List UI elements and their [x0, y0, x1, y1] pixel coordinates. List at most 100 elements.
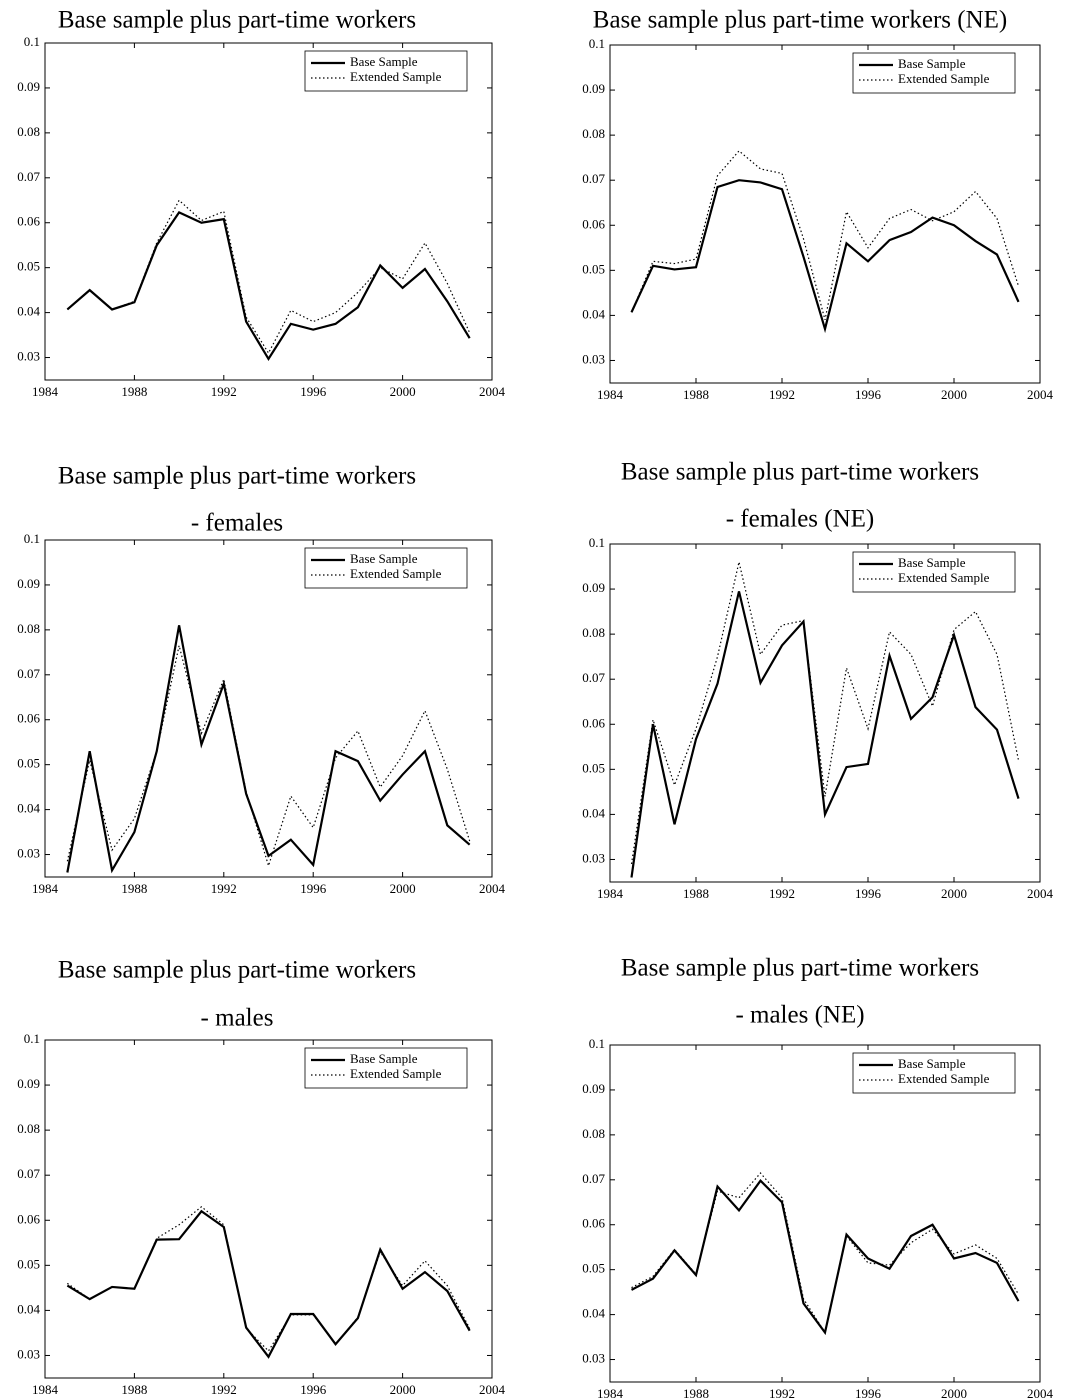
series-line: [67, 1205, 471, 1352]
x-tick-label: 1996: [855, 1386, 882, 1398]
y-tick-label: 0.08: [582, 625, 605, 640]
y-tick-label: 0.09: [17, 1076, 40, 1091]
series-line: [66, 211, 471, 361]
x-tick-label: 2004: [479, 881, 506, 896]
legend-label: Extended Sample: [350, 1066, 442, 1081]
x-tick-label: 1984: [32, 1382, 59, 1397]
y-tick-label: 0.05: [17, 756, 40, 771]
y-tick-label: 0.07: [17, 1166, 40, 1181]
legend-box: [852, 52, 1016, 94]
legend-label: Base Sample: [898, 555, 966, 570]
x-tick-label: 1992: [211, 384, 237, 399]
chart-title: - males (NE): [735, 1002, 864, 1029]
chart-title: - females: [191, 510, 283, 537]
series-line: [66, 625, 471, 874]
y-tick-label: 0.06: [582, 715, 605, 730]
chart-title: Base sample plus part-time workers: [621, 955, 979, 982]
x-tick-label: 1996: [300, 384, 327, 399]
y-tick-label: 0.03: [582, 351, 605, 366]
y-tick-label: 0.07: [582, 670, 605, 685]
y-tick-label: 0.06: [17, 711, 40, 726]
legend-label: Extended Sample: [898, 570, 990, 585]
y-tick-label: 0.04: [582, 1306, 605, 1321]
legend-label: Extended Sample: [350, 69, 442, 84]
y-tick-label: 0.06: [582, 216, 605, 231]
x-tick-label: 2004: [1027, 1386, 1054, 1398]
y-tick-label: 0.03: [17, 846, 40, 861]
y-tick-label: 0.03: [17, 1346, 40, 1361]
legend-label: Base Sample: [350, 54, 418, 69]
y-tick-label: 0.05: [17, 259, 40, 274]
y-tick-label: 0.05: [17, 1256, 40, 1271]
series-line: [630, 1179, 1020, 1336]
series-line: [630, 179, 1020, 334]
y-tick-label: 0.07: [17, 666, 40, 681]
y-tick-label: 0.09: [582, 1081, 605, 1096]
y-tick-label: 0.08: [17, 124, 40, 139]
y-tick-label: 0.08: [582, 126, 605, 141]
y-tick-label: 0.03: [17, 349, 40, 364]
plot-frame: [609, 1044, 1041, 1383]
y-tick-label: 0.09: [17, 79, 40, 94]
x-tick-label: 2004: [1027, 387, 1054, 402]
x-tick-label: 1992: [211, 1382, 237, 1397]
x-tick-label: 2000: [390, 384, 416, 399]
x-tick-label: 2004: [1027, 886, 1054, 901]
chart-title: Base sample plus part-time workers (NE): [593, 7, 1007, 34]
x-tick-label: 1988: [683, 387, 709, 402]
y-tick-label: 0.04: [17, 801, 40, 816]
x-tick-label: 1988: [121, 384, 147, 399]
x-tick-label: 1988: [121, 881, 147, 896]
x-tick-label: 1992: [769, 886, 795, 901]
series-line: [630, 591, 1020, 878]
y-tick-label: 0.03: [582, 850, 605, 865]
y-tick-label: 0.08: [17, 1121, 40, 1136]
legend-label: Extended Sample: [350, 566, 442, 581]
x-tick-label: 1988: [121, 1382, 147, 1397]
y-tick-label: 0.1: [24, 1031, 40, 1046]
y-tick-label: 0.05: [582, 760, 605, 775]
series-line: [66, 199, 471, 355]
y-tick-label: 0.03: [582, 1351, 605, 1366]
legend-label: Base Sample: [350, 551, 418, 566]
series-line: [66, 645, 471, 868]
y-tick-label: 0.04: [582, 306, 605, 321]
y-tick-label: 0.1: [589, 535, 605, 550]
chart-title: Base sample plus part-time workers: [58, 7, 416, 34]
y-tick-label: 0.09: [582, 580, 605, 595]
legend-box: [304, 50, 468, 92]
series-line: [630, 561, 1020, 865]
x-tick-label: 1996: [855, 886, 882, 901]
series-line: [630, 150, 1020, 321]
x-tick-label: 1996: [855, 387, 882, 402]
y-tick-label: 0.1: [589, 1036, 605, 1051]
series-line: [631, 1172, 1020, 1335]
legend-label: Base Sample: [898, 56, 966, 71]
x-tick-label: 1996: [300, 881, 327, 896]
x-tick-label: 2000: [941, 1386, 967, 1398]
plot-frame: [44, 1039, 493, 1379]
x-tick-label: 1984: [597, 387, 624, 402]
x-tick-label: 1984: [597, 1386, 624, 1398]
x-tick-label: 2004: [479, 384, 506, 399]
plot-frame: [44, 42, 493, 381]
series-line: [66, 1209, 471, 1359]
x-tick-label: 2000: [941, 387, 967, 402]
y-tick-label: 0.07: [582, 1171, 605, 1186]
x-tick-label: 2004: [479, 1382, 506, 1397]
x-tick-label: 1992: [769, 387, 795, 402]
y-tick-label: 0.08: [17, 621, 40, 636]
y-tick-label: 0.06: [582, 1216, 605, 1231]
x-tick-label: 1984: [32, 881, 59, 896]
legend-label: Base Sample: [898, 1056, 966, 1071]
chart-title: - females (NE): [726, 506, 875, 533]
legend-box: [852, 1052, 1016, 1094]
y-tick-label: 0.1: [24, 34, 40, 49]
y-tick-label: 0.05: [582, 1261, 605, 1276]
y-tick-label: 0.06: [17, 214, 40, 229]
y-tick-label: 0.09: [17, 576, 40, 591]
y-tick-label: 0.09: [582, 81, 605, 96]
legend-label: Extended Sample: [898, 71, 990, 86]
legend-label: Base Sample: [350, 1051, 418, 1066]
